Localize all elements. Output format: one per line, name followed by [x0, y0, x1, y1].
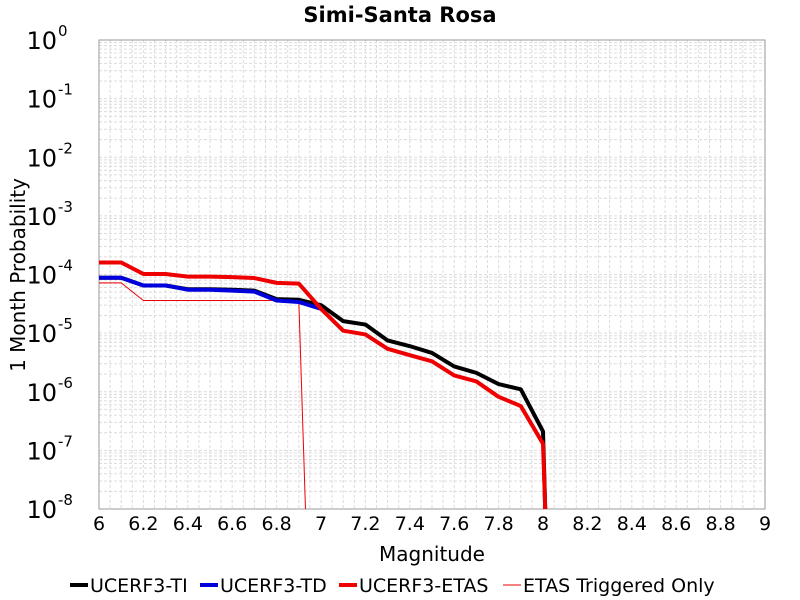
- x-tick-label: 6.8: [261, 513, 291, 535]
- plot-area: [98, 39, 766, 510]
- y-tick-exponent: -7: [58, 432, 73, 450]
- y-tick-base: 10: [26, 144, 57, 172]
- y-tick-base: 10: [26, 379, 57, 407]
- x-tick-label: 7.4: [395, 513, 425, 535]
- y-tick-exponent: -6: [58, 374, 73, 392]
- x-tick-label: 7.2: [350, 513, 380, 535]
- y-tick-base: 10: [26, 203, 57, 231]
- y-tick-label: 10 -4: [26, 257, 73, 290]
- x-tick-label: 6.6: [217, 513, 247, 535]
- y-tick-base: 10: [26, 320, 57, 348]
- y-tick-label: 10 -2: [26, 139, 73, 172]
- y-tick-exponent: -3: [58, 198, 73, 216]
- chart-title: Simi-Santa Rosa: [303, 3, 496, 27]
- legend-item: ETAS Triggered Only: [503, 575, 715, 597]
- y-tick-exponent: -4: [58, 257, 73, 275]
- series-line-ucerf3-td: [99, 275, 322, 311]
- x-tick-label: 8.2: [572, 513, 602, 535]
- series-layer: [99, 260, 548, 510]
- y-tick-base: 10: [26, 262, 57, 290]
- x-tick-label: 8: [537, 513, 549, 535]
- y-tick-base: 10: [26, 437, 57, 465]
- y-tick-exponent: -2: [58, 139, 73, 157]
- x-tick-label: 7.8: [483, 513, 513, 535]
- y-tick-exponent: 0: [58, 22, 68, 40]
- y-tick-base: 10: [26, 496, 57, 524]
- series-line-etas-triggered-only: [99, 282, 306, 510]
- x-tick-label: 6.2: [128, 513, 158, 535]
- y-tick-label: 10 -3: [26, 198, 73, 231]
- x-tick-label: 8.6: [661, 513, 691, 535]
- y-tick-label: 10 -1: [26, 81, 73, 114]
- x-axis-ticks: 6 6.2 6.4 6.6 6.8 7 7.2 7.4 7.6 7.8 8 8.2 8.4 8.6 8.8 9: [93, 513, 771, 535]
- x-tick-label: 7: [315, 513, 327, 535]
- x-tick-label: 9: [759, 513, 771, 535]
- x-tick-label: 8.8: [705, 513, 735, 535]
- y-tick-label: 10 -8: [26, 491, 73, 524]
- y-tick-base: 10: [26, 27, 57, 55]
- y-tick-base: 10: [26, 86, 57, 114]
- x-tick-label: 6.4: [173, 513, 203, 535]
- legend-label: UCERF3-ETAS: [359, 575, 488, 597]
- series-line-ucerf3-etas: [99, 260, 548, 510]
- x-tick-label: 6: [93, 513, 105, 535]
- legend-item: UCERF3-ETAS: [339, 575, 488, 597]
- y-tick-label: 10 -7: [26, 432, 73, 465]
- legend: UCERF3-TI UCERF3-TD UCERF3-ETAS ETAS Trigge…: [70, 575, 715, 597]
- legend-label: ETAS Triggered Only: [523, 575, 715, 597]
- legend-label: UCERF3-TD: [220, 575, 327, 597]
- y-tick-exponent: -1: [58, 81, 73, 99]
- legend-item: UCERF3-TI: [70, 575, 188, 597]
- x-axis-label: Magnitude: [379, 542, 485, 566]
- x-tick-label: 8.4: [617, 513, 647, 535]
- y-tick-label: 10 0: [26, 22, 67, 55]
- y-tick-label: 10 -6: [26, 374, 73, 407]
- y-tick-exponent: -8: [58, 491, 73, 509]
- y-axis-label: 1 Month Probability: [6, 178, 30, 372]
- legend-label: UCERF3-TI: [90, 575, 188, 597]
- grid: [98, 40, 766, 510]
- legend-item: UCERF3-TD: [200, 575, 327, 597]
- x-tick-label: 7.6: [439, 513, 469, 535]
- y-tick-exponent: -5: [58, 315, 73, 333]
- y-tick-label: 10 -5: [26, 315, 73, 348]
